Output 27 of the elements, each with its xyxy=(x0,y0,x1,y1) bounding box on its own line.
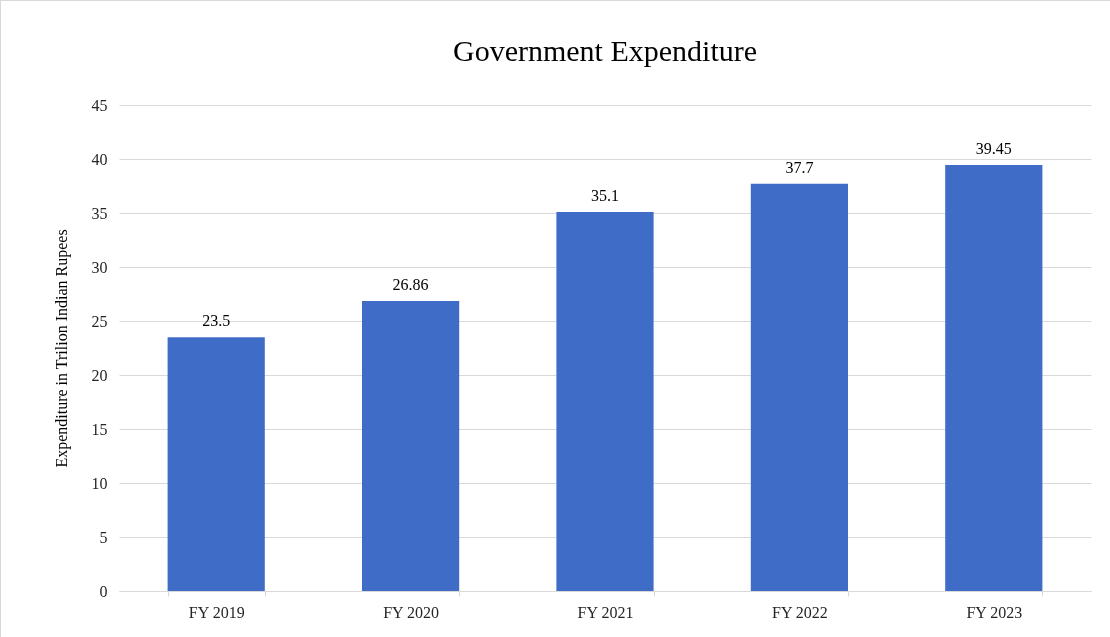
data-label: 37.7 xyxy=(785,158,814,176)
y-tick-label: 10 xyxy=(91,474,108,492)
x-tick-label: FY 2020 xyxy=(383,603,440,621)
y-tick-label: 45 xyxy=(91,96,108,114)
y-axis-title: Expenditure in Trilion Indian Rupees xyxy=(52,229,71,468)
bar xyxy=(556,211,654,591)
x-tick-label: FY 2021 xyxy=(577,603,634,621)
bar xyxy=(167,337,265,591)
x-tick-label: FY 2022 xyxy=(771,603,828,621)
y-tick-label: 5 xyxy=(99,528,108,546)
y-tick-label: 30 xyxy=(91,258,108,276)
y-tick-label: 35 xyxy=(91,204,108,222)
bar xyxy=(945,164,1043,591)
bar xyxy=(362,300,460,591)
y-tick-label: 15 xyxy=(91,420,108,438)
data-label: 35.1 xyxy=(591,186,619,204)
data-label: 39.45 xyxy=(975,139,1012,157)
chart-title: Government Expenditure xyxy=(452,34,758,67)
x-tick-label: FY 2019 xyxy=(188,603,245,621)
y-tick-label: 40 xyxy=(91,150,108,168)
y-tick-label: 25 xyxy=(91,312,108,330)
bar xyxy=(750,183,848,591)
data-label: 26.86 xyxy=(392,275,429,293)
data-label: 23.5 xyxy=(202,312,231,330)
y-tick-label: 0 xyxy=(99,582,108,600)
y-tick-label: 20 xyxy=(91,366,108,384)
x-tick-label: FY 2023 xyxy=(966,603,1023,621)
